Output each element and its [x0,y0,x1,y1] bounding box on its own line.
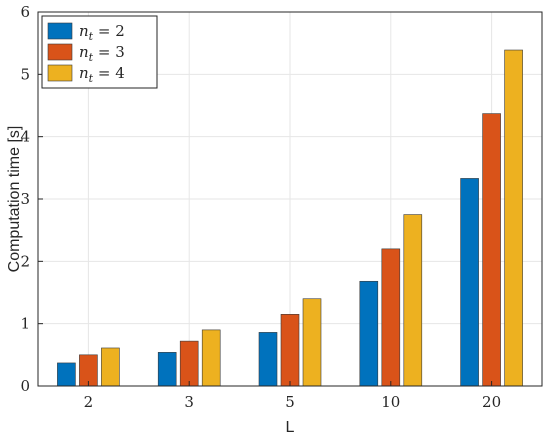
legend-swatch [47,22,73,40]
x-tick-label: 2 [84,393,94,411]
bar [482,113,501,387]
x-tick-label: 3 [184,393,194,411]
y-tick-label: 6 [20,3,30,21]
legend-label: nt = 2 [79,22,125,43]
x-axis-label: L [286,419,295,436]
x-tick-label: 20 [482,393,501,411]
bar [302,298,322,387]
y-tick-label: 5 [20,65,30,83]
bar [504,49,523,387]
bar [157,352,177,387]
x-axis-ticks: 2 3 5 10 20 [84,381,501,411]
y-tick-label: 3 [20,190,30,208]
legend-swatch [47,43,73,61]
y-tick-label: 0 [20,377,30,395]
y-tick-label: 1 [20,315,30,333]
y-tick-label: 2 [20,252,30,270]
bar [381,248,401,387]
x-tick-label: 5 [285,393,295,411]
bar [101,347,120,387]
bar [403,214,423,387]
legend-label: nt = 3 [79,43,125,64]
bar [179,340,199,387]
y-tick-label: 4 [20,128,30,146]
legend-label: nt = 4 [79,64,125,85]
bar [201,329,221,387]
bar [280,314,300,387]
bar [258,332,278,387]
legend: nt = 2nt = 3nt = 4 [41,15,158,89]
bar [460,178,479,387]
x-tick-label: 10 [381,393,400,411]
bars [57,49,523,387]
y-axis-ticks: 0 1 2 3 4 5 6 [20,3,43,395]
y-axis-label: Computation time [s] [6,126,23,273]
bar [359,280,379,387]
bar [57,362,76,387]
legend-swatch [47,64,73,82]
